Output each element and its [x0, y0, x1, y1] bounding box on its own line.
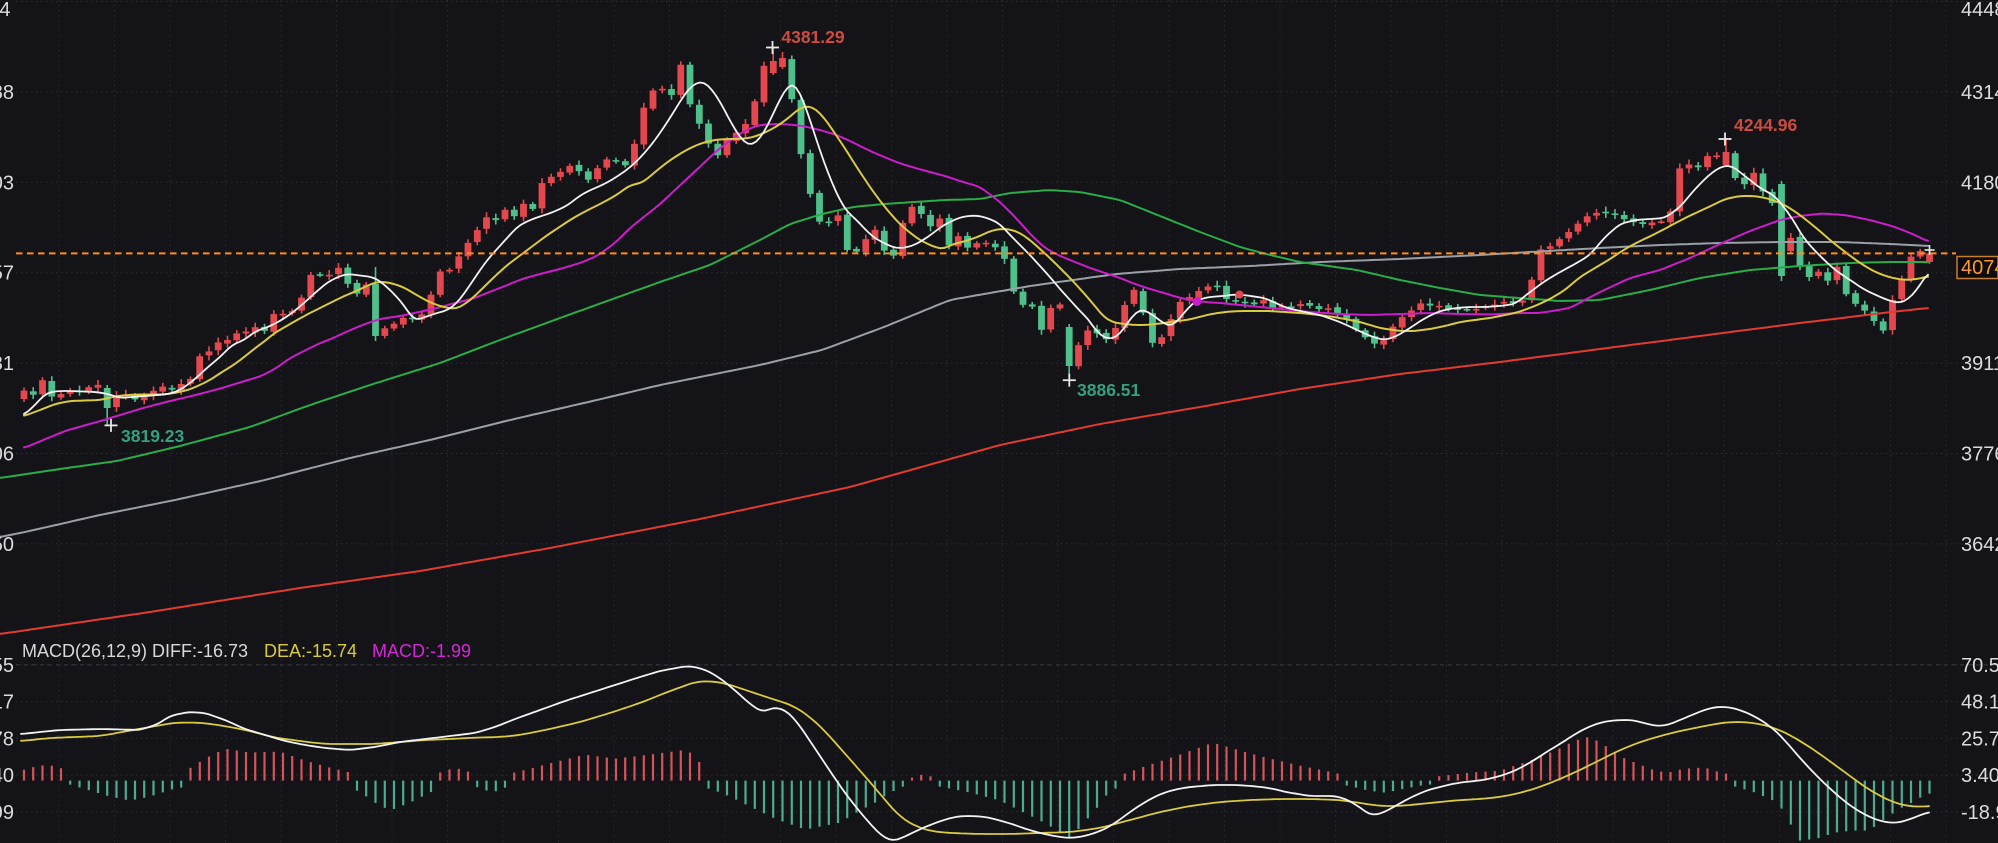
- svg-text:MACD(26,12,9) DIFF:-16.73: MACD(26,12,9) DIFF:-16.73: [22, 641, 248, 661]
- svg-text:3776.06: 3776.06: [0, 444, 14, 466]
- svg-text:4314.88: 4314.88: [1961, 82, 1998, 104]
- svg-text:25.78: 25.78: [1961, 728, 1998, 750]
- svg-text:3911.31: 3911.31: [0, 353, 14, 375]
- svg-text:DEA:-15.74: DEA:-15.74: [264, 641, 357, 661]
- svg-text:3911.31: 3911.31: [1961, 353, 1998, 375]
- svg-text:-18.99: -18.99: [0, 802, 14, 824]
- svg-text:-18.99: -18.99: [1961, 802, 1998, 824]
- svg-text:25.78: 25.78: [0, 728, 14, 750]
- svg-text:4180.03: 4180.03: [0, 172, 14, 194]
- svg-text:70.55: 70.55: [1961, 655, 1998, 677]
- svg-text:4045.57: 4045.57: [0, 263, 14, 285]
- svg-text:48.17: 48.17: [0, 692, 14, 714]
- svg-text:3819.23: 3819.23: [121, 426, 185, 446]
- svg-text:4180.03: 4180.03: [1961, 172, 1998, 194]
- svg-text:3886.51: 3886.51: [1077, 380, 1141, 400]
- svg-text:70.55: 70.55: [0, 655, 14, 677]
- svg-text:3.40: 3.40: [0, 765, 14, 787]
- svg-text:3776.06: 3776.06: [1961, 444, 1998, 466]
- svg-text:4381.29: 4381.29: [781, 27, 845, 47]
- svg-text:3642.50: 3642.50: [0, 534, 14, 556]
- svg-text:4244.96: 4244.96: [1734, 115, 1798, 135]
- svg-text:48.17: 48.17: [1961, 692, 1998, 714]
- svg-text:4314.88: 4314.88: [0, 82, 14, 104]
- svg-text:3.40: 3.40: [1961, 765, 1998, 787]
- svg-text:3642.50: 3642.50: [1961, 534, 1998, 556]
- svg-text:MACD:-1.99: MACD:-1.99: [372, 641, 471, 661]
